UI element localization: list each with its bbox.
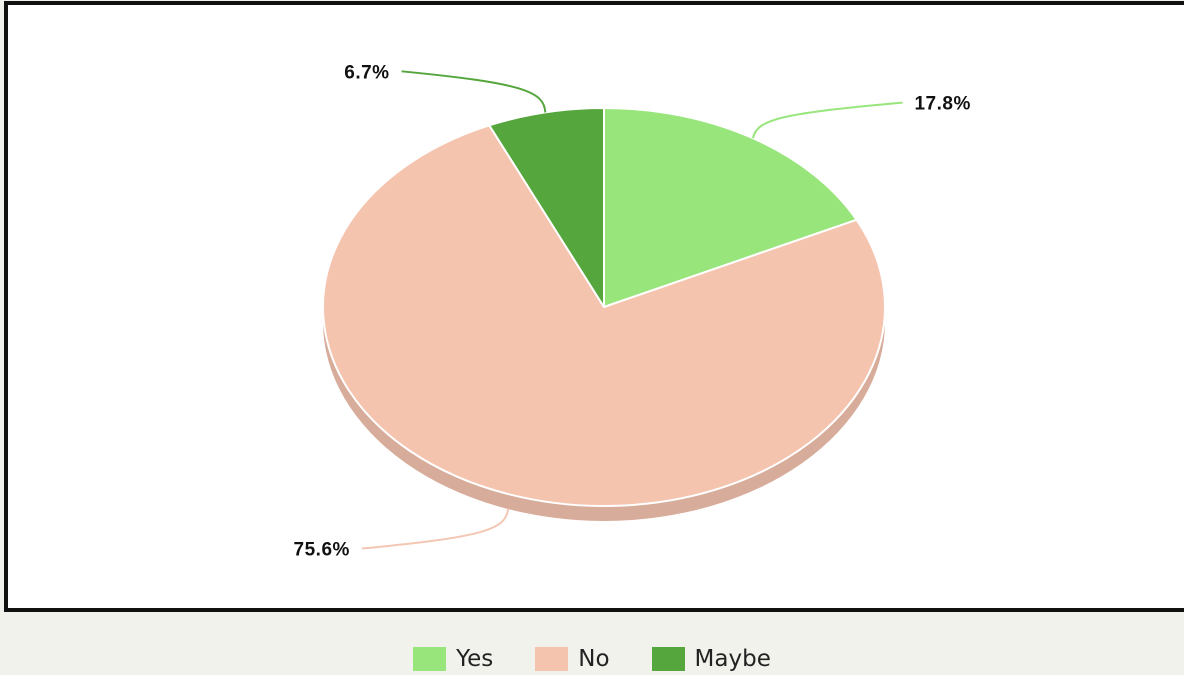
pie-slices — [322, 107, 886, 507]
pie-slice-no[interactable] — [322, 124, 886, 507]
leader-line-maybe — [401, 70, 547, 113]
pie-slice-yes[interactable] — [603, 107, 858, 308]
legend-swatch-no — [535, 647, 569, 671]
data-label-yes: 17.8% — [914, 94, 970, 115]
legend-item-yes[interactable]: Yes — [413, 645, 493, 673]
legend-swatch-yes — [413, 647, 447, 671]
pie-leader-lines — [361, 70, 903, 550]
data-label-maybe: 6.7% — [344, 62, 389, 83]
legend-item-maybe[interactable]: Maybe — [651, 645, 771, 673]
leader-line-yes — [751, 101, 903, 139]
legend-item-no[interactable]: No — [535, 645, 610, 673]
legend-swatch-maybe — [651, 647, 685, 671]
pie-chart: 17.8% 75.6% 6.7% — [294, 62, 971, 560]
legend-label-no: No — [578, 646, 610, 672]
pie-data-labels: 17.8% 75.6% 6.7% — [294, 62, 971, 560]
legend-label-yes: Yes — [456, 646, 494, 672]
data-label-no: 75.6% — [294, 540, 350, 561]
legend-label-maybe: Maybe — [694, 646, 771, 672]
pie-slice-maybe[interactable] — [488, 107, 605, 308]
legend: Yes No Maybe — [0, 645, 1184, 673]
chart-frame: 17.8% 75.6% 6.7% — [4, 1, 1184, 612]
leader-line-no — [361, 508, 510, 550]
